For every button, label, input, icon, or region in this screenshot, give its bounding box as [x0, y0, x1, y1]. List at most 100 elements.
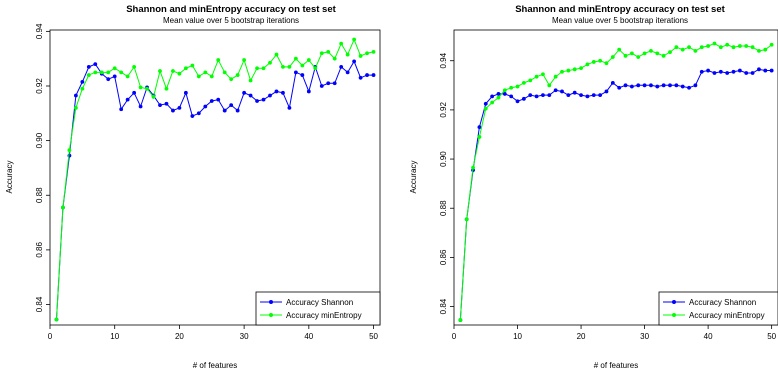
left-accuracy-minentropy-point	[261, 66, 266, 71]
right-y-axis-label: Accuracy	[409, 161, 418, 194]
left-accuracy-shannon-point	[235, 108, 240, 113]
left-accuracy-minentropy-point	[281, 64, 285, 69]
right-legend-minentropy-marker	[672, 313, 676, 317]
right-accuracy-shannon-point	[649, 83, 653, 88]
left-x-tick-label: 20	[175, 332, 184, 341]
right-chart-title: Shannon and minEntropy accuracy on test …	[515, 4, 725, 15]
right-accuracy-minentropy-point	[642, 51, 647, 56]
right-accuracy-shannon-point	[521, 96, 526, 101]
left-accuracy-minentropy-point	[151, 95, 156, 99]
right-accuracy-shannon-point	[744, 71, 749, 75]
left-accuracy-minentropy-point	[158, 69, 162, 73]
right-legend-shannon-marker	[672, 300, 676, 304]
right-x-tick-label: 40	[704, 332, 713, 341]
left-accuracy-shannon-point	[190, 114, 195, 118]
right-x-axis-label: # of features	[594, 361, 638, 370]
left-y-axis-label: Accuracy	[5, 161, 14, 194]
right-accuracy-shannon-point	[541, 93, 545, 98]
left-accuracy-shannon-point	[358, 75, 363, 80]
left-accuracy-minentropy-point	[209, 74, 214, 79]
left-accuracy-shannon-point	[106, 77, 111, 82]
left-x-tick-label: 40	[304, 332, 313, 341]
right-accuracy-minentropy-point	[661, 53, 666, 58]
left-accuracy-shannon-point	[326, 81, 331, 86]
left-accuracy-minentropy-line	[55, 38, 374, 320]
left-accuracy-minentropy-point	[229, 77, 234, 82]
left-accuracy-minentropy-point	[203, 70, 208, 75]
right-accuracy-minentropy-point	[757, 48, 761, 53]
right-y-ticks: 0.84 0.86 0.88 0.90 0.92 0.94	[439, 52, 454, 314]
left-accuracy-minentropy-point	[54, 317, 59, 322]
left-accuracy-minentropy-point	[313, 66, 318, 71]
left-accuracy-shannon-point	[345, 70, 350, 75]
right-accuracy-shannon-point	[483, 101, 488, 106]
right-accuracy-minentropy-point	[744, 44, 749, 48]
left-accuracy-minentropy-point	[61, 205, 65, 210]
right-accuracy-minentropy-point	[623, 53, 628, 58]
left-accuracy-minentropy-point	[365, 51, 369, 56]
right-accuracy-shannon-point	[757, 67, 761, 72]
right-x-tick-label: 0	[452, 332, 457, 341]
left-accuracy-shannon-point	[119, 107, 124, 112]
left-accuracy-shannon-point	[203, 104, 208, 109]
left-accuracy-minentropy-point	[145, 86, 149, 91]
left-accuracy-shannon-point	[261, 97, 266, 102]
left-accuracy-shannon-point	[332, 81, 337, 86]
left-accuracy-shannon-point	[216, 97, 221, 102]
left-series-group	[54, 37, 376, 322]
right-accuracy-shannon-point	[712, 71, 717, 75]
right-accuracy-shannon-point	[591, 93, 596, 98]
right-accuracy-shannon-point	[528, 93, 533, 98]
left-accuracy-shannon-point	[209, 99, 214, 103]
right-accuracy-minentropy-point	[610, 55, 615, 59]
left-accuracy-shannon-point	[158, 103, 162, 108]
right-accuracy-shannon-point	[534, 94, 539, 99]
right-accuracy-minentropy-point	[636, 55, 641, 59]
left-accuracy-minentropy-point	[216, 58, 221, 62]
right-accuracy-minentropy-point	[668, 50, 672, 55]
left-accuracy-minentropy-point	[93, 70, 98, 75]
right-accuracy-shannon-point	[623, 83, 628, 88]
right-accuracy-shannon-point	[674, 83, 679, 88]
left-accuracy-minentropy-point	[235, 73, 240, 77]
right-accuracy-minentropy-point	[617, 47, 622, 52]
right-y-tick-label: 0.88	[439, 200, 448, 216]
left-accuracy-shannon-point	[80, 79, 85, 84]
left-chart-title: Shannon and minEntropy accuracy on test …	[126, 4, 336, 15]
left-accuracy-minentropy-point	[255, 66, 259, 71]
left-accuracy-shannon-point	[242, 90, 247, 95]
right-accuracy-shannon-point	[496, 92, 501, 96]
right-accuracy-minentropy-point	[598, 58, 603, 63]
right-accuracy-minentropy-point	[509, 85, 514, 90]
right-accuracy-shannon-line	[459, 68, 772, 321]
right-accuracy-minentropy-point	[604, 61, 609, 66]
right-accuracy-shannon-point	[655, 84, 660, 89]
right-accuracy-minentropy-point	[579, 66, 583, 71]
left-y-tick-label: 0.90	[35, 132, 44, 148]
left-accuracy-shannon-point	[196, 111, 201, 116]
left-accuracy-shannon-point	[319, 84, 324, 88]
right-accuracy-shannon-point	[737, 68, 742, 73]
right-series-group	[458, 41, 774, 322]
left-y-tick-label: 0.88	[35, 187, 44, 203]
left-accuracy-shannon-point	[222, 108, 227, 113]
right-accuracy-minentropy-point	[706, 44, 711, 48]
right-accuracy-shannon-point	[585, 94, 590, 99]
left-accuracy-shannon-point	[371, 73, 376, 77]
left-accuracy-minentropy-point	[190, 63, 195, 68]
right-accuracy-shannon-point	[699, 69, 704, 74]
left-legend-minentropy-marker	[269, 313, 273, 317]
right-y-tick-label: 0.84	[439, 298, 448, 314]
left-accuracy-minentropy-point	[248, 78, 253, 83]
left-chart-subtitle: Mean value over 5 bootstrap iterations	[163, 16, 299, 25]
right-accuracy-minentropy-point	[649, 48, 653, 53]
right-accuracy-shannon-point	[642, 83, 647, 88]
right-accuracy-shannon-point	[547, 93, 552, 98]
right-accuracy-minentropy-point	[769, 42, 774, 47]
left-accuracy-minentropy-point	[306, 58, 311, 62]
left-accuracy-shannon-point	[248, 93, 253, 98]
right-accuracy-minentropy-point	[553, 74, 558, 79]
right-accuracy-minentropy-point	[541, 72, 545, 77]
